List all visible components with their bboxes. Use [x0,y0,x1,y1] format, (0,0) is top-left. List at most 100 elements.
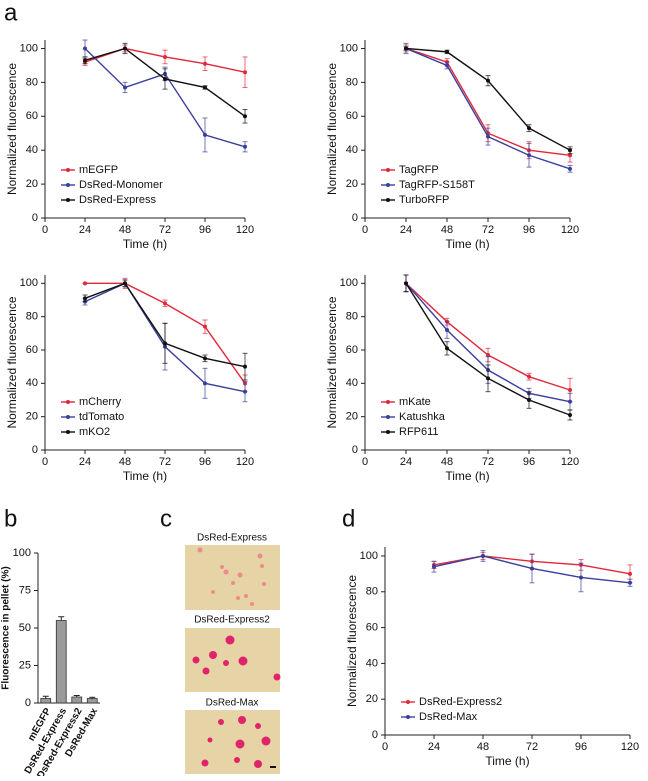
point [163,301,167,306]
legend-marker [386,430,390,434]
point [527,398,531,402]
point [530,566,534,571]
point [481,553,485,558]
colony-image [185,628,281,692]
y-axis-label: Fluorescence in pellet (%) [1,566,12,689]
y-tick-label: 0 [32,212,38,224]
legend-marker [66,183,70,187]
x-tick-label: 48 [119,224,131,236]
image-label: DsRed-Max [206,698,259,709]
point [628,580,632,585]
image-label: DsRed-Express2 [194,615,270,626]
y-tick-label: 0 [352,212,358,224]
x-tick-label: 0 [382,741,388,753]
y-tick-label: 25 [19,659,31,671]
point [527,374,531,379]
x-tick-label: 120 [561,456,579,468]
point [163,76,167,81]
point [445,63,449,68]
y-axis-label: Normalized fluorescence [5,296,19,428]
y-axis-label: Normalized fluorescence [325,63,339,195]
point [203,61,207,66]
point [203,85,207,90]
image-label: DsRed-Express [197,533,267,544]
x-tick-label: 96 [523,224,535,236]
x-tick-label: 24 [79,224,91,236]
y-tick-label: 20 [26,411,38,423]
legend-marker [386,400,390,404]
point [203,132,207,137]
point [432,564,436,569]
point [568,148,572,153]
point [203,324,207,329]
legend-label: DsRed-Express [79,194,157,206]
x-tick-label: 48 [441,224,453,236]
point [568,388,572,392]
panel-letter: a [4,0,18,26]
y-tick-label: 60 [346,110,358,122]
bar [71,696,83,704]
x-axis-label: Time (h) [445,237,489,251]
y-tick-label: 40 [366,657,378,669]
bar [86,698,98,704]
y-tick-label: 20 [346,411,358,423]
x-tick-label: 0 [362,456,368,468]
y-axis-label: Normalized fluorescence [345,575,359,707]
y-tick-label: 20 [366,693,378,705]
y-tick-label: 80 [346,311,358,323]
y-tick-label: 100 [360,550,378,562]
y-tick-label: 80 [26,76,38,88]
y-tick-label: 40 [346,144,358,156]
legend-label: mKate [399,396,431,408]
point [527,126,531,131]
legend-marker [386,183,390,187]
point [83,296,87,301]
point [628,571,632,576]
point [243,114,247,119]
legend-label: mCherry [79,396,122,408]
legend-label: DsRed-Monomer [79,179,163,191]
point [445,49,449,54]
x-tick-label: 72 [482,224,494,236]
legend-label: TagRFP-S158T [399,179,475,191]
x-tick-label: 0 [42,224,48,236]
point [83,281,87,286]
y-tick-label: 60 [26,110,38,122]
legend-marker [66,400,70,404]
y-tick-label: 0 [372,729,378,741]
y-tick-label: 80 [26,311,38,323]
point [445,346,449,351]
colony-image [185,710,280,774]
point [123,281,127,286]
series-line [405,47,571,170]
legend-marker [66,198,70,202]
point [404,46,408,51]
x-tick-label: 96 [199,224,211,236]
legend-marker [386,168,390,172]
point [243,70,247,75]
error-bar [89,696,96,699]
panel-letter: d [342,505,355,532]
legend-label: TagRFP [399,164,439,176]
y-tick-label: 20 [26,178,38,190]
y-tick-label: 40 [346,377,358,389]
x-tick-label: 0 [362,224,368,236]
point [527,153,531,158]
point [486,376,490,381]
legend-label: tdTomato [79,411,124,423]
panel-letter: b [4,505,17,532]
point [163,54,167,59]
legend-marker [66,415,70,419]
x-axis-label: Time (h) [445,469,489,483]
y-tick-label: 100 [340,277,358,289]
y-tick-label: 20 [346,178,358,190]
legend-label: DsRed-Express2 [419,696,502,708]
legend-marker [386,198,390,202]
legend-label: mEGFP [79,164,118,176]
legend-marker [406,715,410,719]
x-tick-label: 120 [236,224,254,236]
point [568,399,572,404]
legend-marker [66,430,70,434]
